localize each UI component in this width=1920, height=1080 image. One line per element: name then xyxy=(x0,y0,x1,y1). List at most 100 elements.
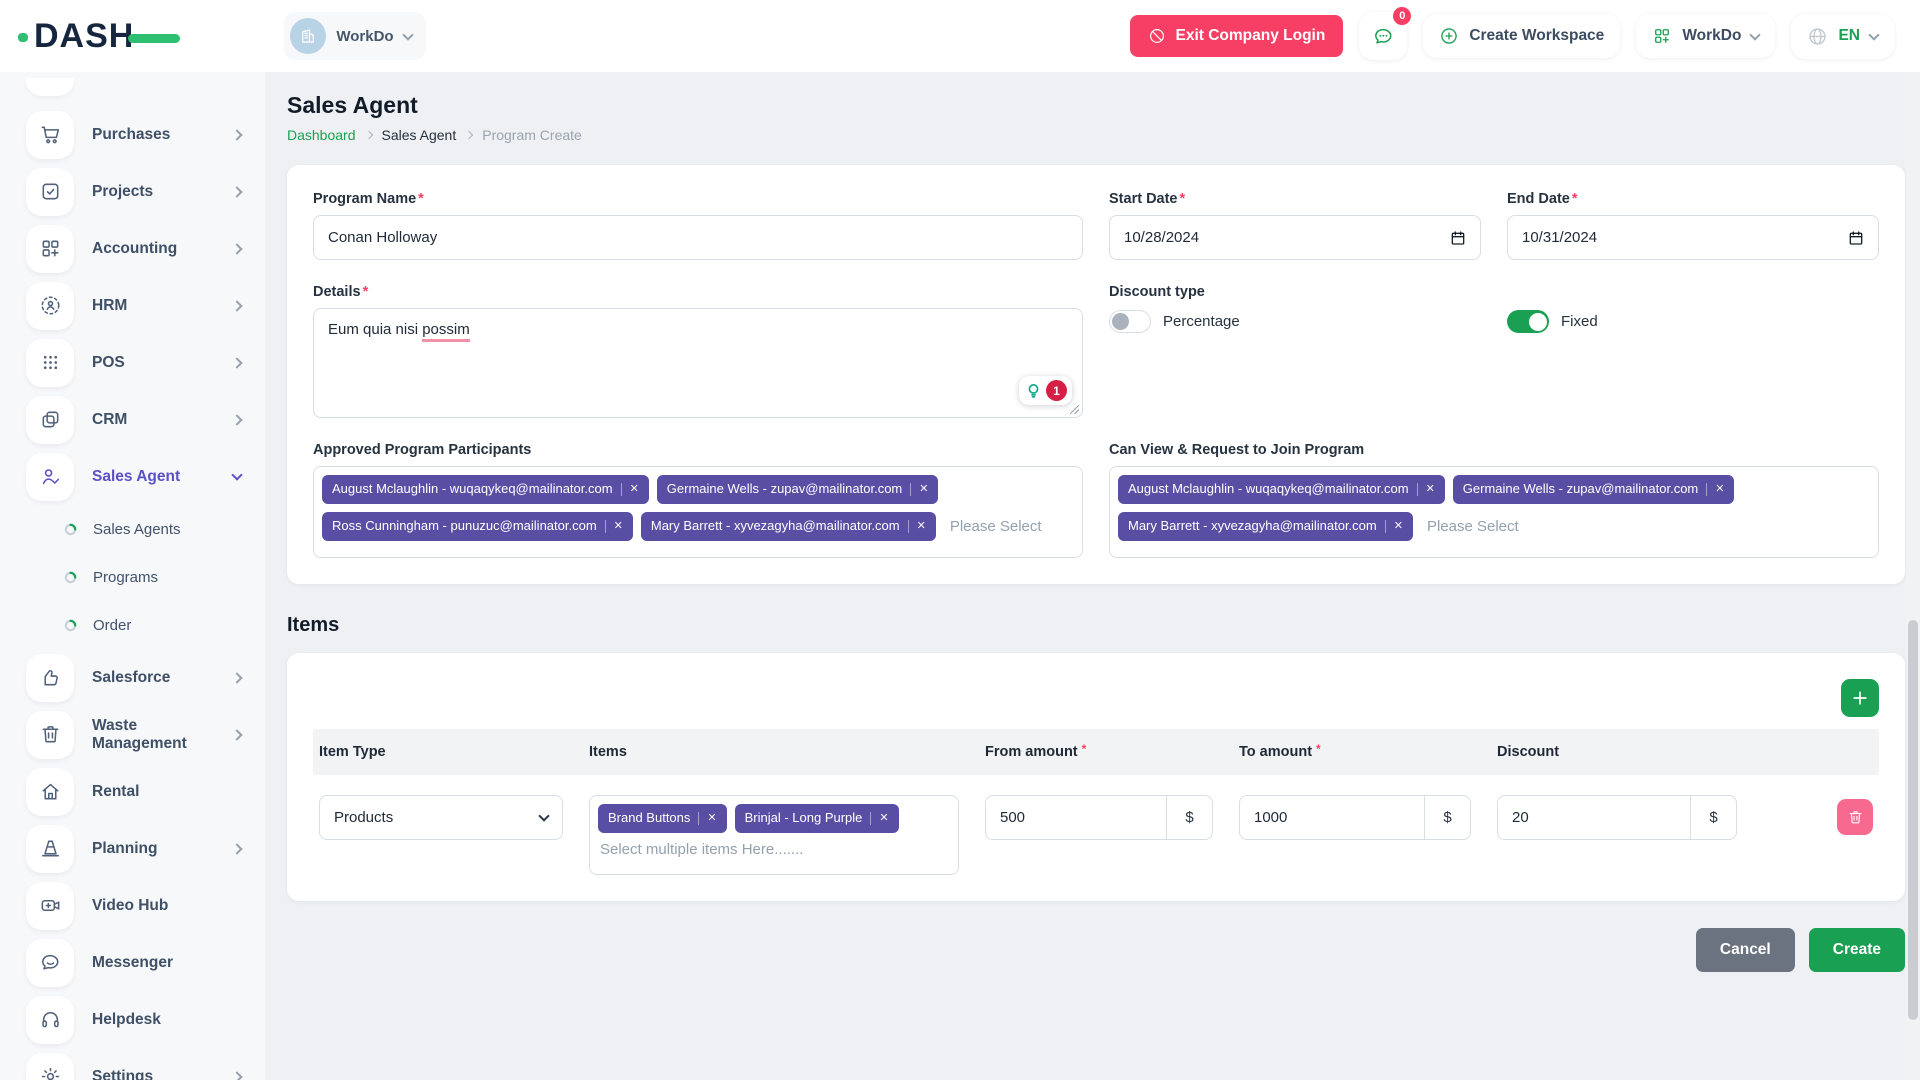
details-textarea[interactable]: Eum quia nisi possim 1 xyxy=(313,308,1083,418)
chevron-right-icon xyxy=(231,413,243,426)
participant-tag: Ross Cunningham - punuzuc@mailinator.com… xyxy=(322,511,633,541)
end-date-input[interactable]: 10/31/2024 xyxy=(1507,215,1879,260)
participant-tag: August Mclaughlin - wuqaqykeq@mailinator… xyxy=(1118,475,1445,504)
remove-tag-icon[interactable]: ✕ xyxy=(613,520,623,533)
remove-tag-icon[interactable]: ✕ xyxy=(1393,520,1403,533)
language-selector[interactable]: EN xyxy=(1791,13,1894,59)
percentage-toggle[interactable] xyxy=(1109,310,1151,333)
messages-count-badge: 0 xyxy=(1393,7,1412,25)
person-dashed-circle-icon xyxy=(26,281,74,330)
participant-tag: August Mclaughlin - wuqaqykeq@mailinator… xyxy=(322,475,649,504)
create-button[interactable]: Create xyxy=(1808,928,1905,972)
discount-group: $ xyxy=(1497,795,1737,840)
chevron-right-icon xyxy=(231,1070,243,1080)
remove-tag-icon[interactable]: ✕ xyxy=(879,812,889,825)
breadcrumb-dashboard-link[interactable]: Dashboard xyxy=(287,127,356,143)
can-view-group: Can View & Request to Join Program Augus… xyxy=(1109,442,1879,558)
writing-assistant-widget[interactable]: 1 xyxy=(1019,376,1072,405)
sidebar-item-projects[interactable]: Projects xyxy=(26,163,265,220)
participant-tag: Mary Barrett - xyvezagyha@mailinator.com… xyxy=(1118,511,1413,541)
sidebar-item-video-hub[interactable]: Video Hub xyxy=(26,877,265,934)
breadcrumb-sales-agent-link[interactable]: Sales Agent xyxy=(381,127,457,143)
to-amount-group: $ xyxy=(1239,795,1471,840)
approved-participants-group: Approved Program Participants August Mcl… xyxy=(313,442,1083,558)
sidebar-item-settings[interactable]: Settings xyxy=(26,1048,265,1080)
cancel-button[interactable]: Cancel xyxy=(1695,928,1795,972)
progress-ring-icon xyxy=(64,619,77,631)
form-actions: Cancel Create xyxy=(287,928,1905,972)
messages-button[interactable]: 0 xyxy=(1359,7,1412,60)
chevron-right-icon xyxy=(231,671,243,684)
sidebar-item-messenger[interactable]: Messenger xyxy=(26,934,265,991)
resize-handle[interactable] xyxy=(1070,405,1079,414)
chevron-right-icon xyxy=(231,185,243,198)
sidebar-item-hrm[interactable]: HRM xyxy=(26,277,265,334)
items-multiselect[interactable]: Brand Buttons ✕ Brinjal - Long Purple ✕ Se… xyxy=(589,795,959,875)
chevron-right-icon xyxy=(231,842,243,855)
plus-icon xyxy=(1853,691,1867,705)
calendar-icon[interactable] xyxy=(1848,230,1864,246)
create-workspace-button[interactable]: Create Workspace xyxy=(1423,14,1621,58)
details-field-group: Details * Eum quia nisi possim 1 xyxy=(313,284,1083,418)
home-icon xyxy=(26,767,74,816)
chevron-right-icon xyxy=(231,299,243,312)
prohibition-icon xyxy=(1150,29,1165,43)
sidebar-item-waste-management[interactable]: Waste Management xyxy=(26,706,265,763)
can-view-multiselect[interactable]: August Mclaughlin - wuqaqykeq@mailinator… xyxy=(1109,466,1879,558)
item-tag: Brinjal - Long Purple ✕ xyxy=(734,804,899,833)
sidebar-item-planning[interactable]: Planning xyxy=(26,820,265,877)
remove-tag-icon[interactable]: ✕ xyxy=(1425,483,1435,496)
remove-tag-icon[interactable]: ✕ xyxy=(629,483,639,496)
calendar-icon[interactable] xyxy=(1450,230,1466,246)
scrollbar-thumb[interactable] xyxy=(1908,620,1918,1020)
sidebar-item-salesforce[interactable]: Salesforce xyxy=(26,649,265,706)
exit-company-login-button[interactable]: Exit Company Login xyxy=(1130,15,1344,57)
globe-icon xyxy=(1809,27,1827,45)
details-label: Details xyxy=(313,284,361,300)
fixed-toggle[interactable] xyxy=(1507,310,1549,333)
discount-input[interactable] xyxy=(1498,796,1690,839)
delete-item-row-button[interactable] xyxy=(1837,799,1873,835)
participant-tag: Germaine Wells - zupav@mailinator.com ✕ xyxy=(1452,475,1735,504)
program-form-card: Program Name * Conan Holloway Start Date *… xyxy=(287,165,1905,584)
thumbs-up-icon xyxy=(26,653,74,702)
sidebar-item-helpdesk[interactable]: Helpdesk xyxy=(26,991,265,1048)
remove-tag-icon[interactable]: ✕ xyxy=(919,483,929,496)
add-item-row-button[interactable] xyxy=(1841,679,1879,717)
chevron-down-icon xyxy=(538,809,550,822)
program-name-input[interactable]: Conan Holloway xyxy=(313,215,1083,260)
sidebar-subitem-programs[interactable]: Programs xyxy=(26,553,265,601)
participant-tag: Mary Barrett - xyvezagyha@mailinator.com… xyxy=(640,511,936,541)
start-date-input[interactable]: 10/28/2024 xyxy=(1109,215,1481,260)
check-square-icon xyxy=(26,167,74,216)
sidebar-item-sales-agent[interactable]: Sales Agent xyxy=(26,448,265,505)
sidebar-subitem-order[interactable]: Order xyxy=(26,601,265,649)
remove-tag-icon[interactable]: ✕ xyxy=(916,520,926,533)
top-bar: DASH WorkDo Exit Company Login 0 Create … xyxy=(0,0,1920,72)
remove-tag-icon[interactable]: ✕ xyxy=(707,812,717,825)
to-amount-input[interactable] xyxy=(1240,796,1424,839)
app-logo[interactable]: DASH xyxy=(17,16,181,56)
approved-participants-multiselect[interactable]: August Mclaughlin - wuqaqykeq@mailinator… xyxy=(313,466,1083,558)
sidebar-item-purchases[interactable]: Purchases xyxy=(26,106,265,163)
headphones-icon xyxy=(26,995,74,1044)
workspace-switcher[interactable]: WorkDo xyxy=(284,12,426,60)
from-amount-input[interactable] xyxy=(986,796,1166,839)
sidebar-item-clipped xyxy=(26,78,74,96)
chevron-right-icon xyxy=(231,128,243,141)
can-view-label: Can View & Request to Join Program xyxy=(1109,442,1365,458)
trash-icon xyxy=(1849,810,1861,823)
sidebar-subitem-sales-agents[interactable]: Sales Agents xyxy=(26,505,265,553)
sidebar-item-crm[interactable]: CRM xyxy=(26,391,265,448)
item-type-select[interactable]: Products xyxy=(319,795,563,840)
discount-type-group: Discount type Percentage Fixed xyxy=(1109,284,1879,418)
sidebar: Purchases Projects Accounting HRM POS CR… xyxy=(0,72,265,1080)
sidebar-item-accounting[interactable]: Accounting xyxy=(26,220,265,277)
breadcrumb: Dashboard Sales Agent Program Create xyxy=(287,127,1905,143)
workspace-menu-button[interactable]: WorkDo xyxy=(1636,14,1776,58)
remove-tag-icon[interactable]: ✕ xyxy=(1715,483,1725,496)
logo-text: DASH xyxy=(34,16,135,55)
sidebar-item-rental[interactable]: Rental xyxy=(26,763,265,820)
approved-participants-label: Approved Program Participants xyxy=(313,442,532,458)
sidebar-item-pos[interactable]: POS xyxy=(26,334,265,391)
